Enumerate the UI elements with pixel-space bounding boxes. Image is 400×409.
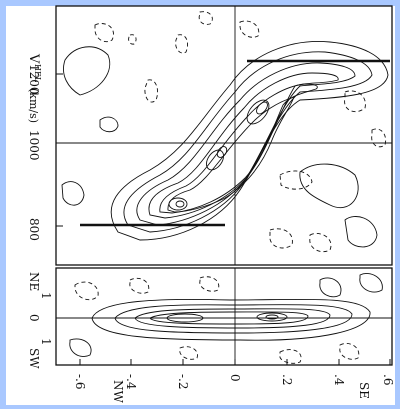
x-tick-label: 0 — [228, 374, 242, 382]
x-tick-group-2: -.2 — [176, 374, 190, 390]
se-label-group: SE — [357, 382, 371, 399]
x-tick-label: -.2 — [176, 374, 190, 390]
y-ticks-top — [56, 73, 63, 227]
y-tick-label-1200: 1200 — [27, 64, 41, 95]
top-panel-frame — [55, 5, 393, 266]
negative-contours-top — [94, 11, 387, 253]
y-tick-label-1000: 1000 — [27, 130, 41, 161]
y-tick-label-1200-group: 1200 — [27, 64, 41, 95]
nw-label-group: NW — [111, 380, 125, 404]
sw-label-group: SW — [27, 348, 41, 369]
x-tick-group-6: .6 — [381, 374, 395, 385]
ne-label: NE — [27, 272, 41, 291]
y-axis-label: V — [26, 53, 41, 64]
x-tick-group-4: .2 — [280, 374, 294, 385]
bottom-y-tick-group: 0 — [27, 314, 41, 322]
y-tick-label-800: 800 — [27, 218, 41, 241]
x-tick-group-1: -.4 — [124, 374, 138, 390]
ne-number: 1 — [39, 292, 53, 300]
x-tick-label: .2 — [280, 374, 294, 385]
x-tick-label: -.6 — [73, 374, 87, 390]
bottom-y-tick-0: 0 — [27, 314, 41, 322]
x-ticks — [79, 359, 391, 365]
sw-number: 1 — [39, 338, 53, 346]
position-velocity-contours — [61, 40, 389, 248]
x-tick-group-0: -.6 — [73, 374, 87, 390]
x-tick-group-5: .4 — [332, 374, 346, 386]
y-tick-label-1000-group: 1000 — [27, 130, 41, 161]
y-axis-label-unit: (km/s) — [27, 88, 40, 123]
x-tick-label: .4 — [332, 374, 346, 386]
sw-number-group: 1 — [39, 338, 53, 346]
bottom-panel-frame — [55, 267, 393, 366]
sw-label: SW — [27, 348, 41, 369]
ne-label-group: NE — [27, 272, 41, 291]
spatial-contours — [69, 273, 383, 357]
se-label: SE — [357, 382, 371, 399]
ne-number-group: 1 — [39, 292, 53, 300]
nw-label: NW — [111, 380, 125, 404]
x-tick-label: .6 — [381, 374, 395, 385]
y-axis-label-group: V HEL (km/s) — [26, 53, 42, 123]
x-tick-label: -.4 — [124, 374, 138, 390]
y-tick-label-800-group: 800 — [27, 218, 41, 241]
figure-background — [6, 6, 395, 405]
negative-contours-bottom — [74, 276, 360, 364]
x-tick-group-3: 0 — [228, 374, 242, 382]
y-axis-label-subscript: HEL — [33, 64, 42, 83]
